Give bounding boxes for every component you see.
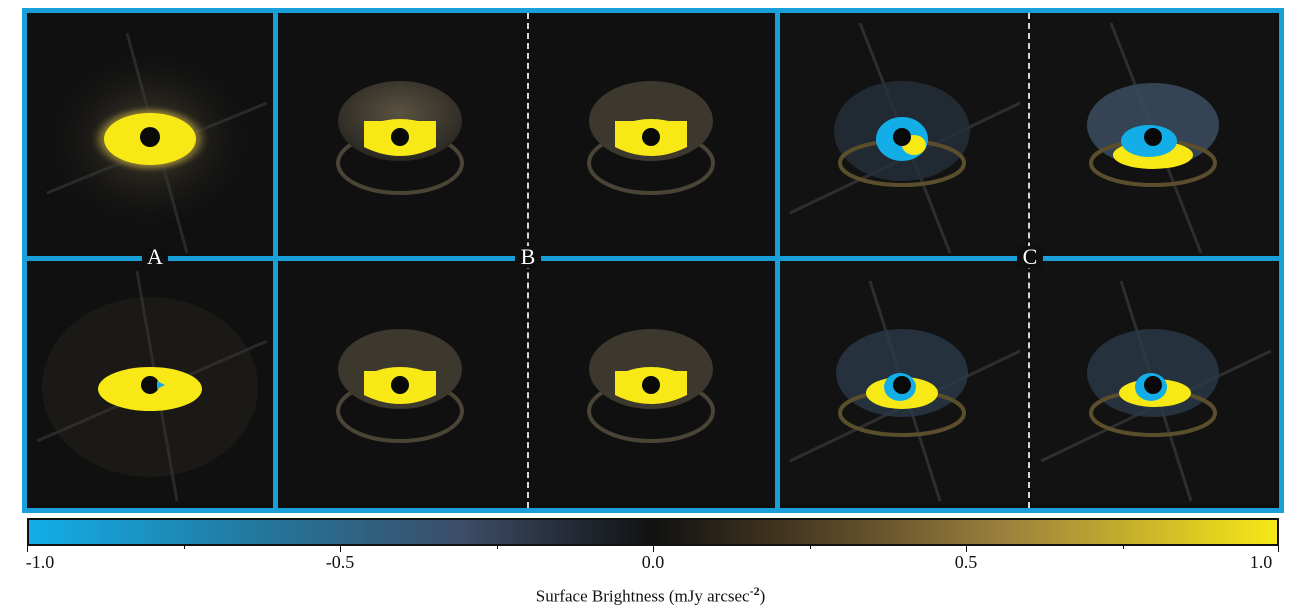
star-mask-icon xyxy=(140,127,160,147)
colorbar xyxy=(27,518,1279,546)
row-separator xyxy=(27,256,1279,261)
panel-observed-r2 xyxy=(27,261,273,504)
star-mask-icon xyxy=(1144,128,1162,146)
group-label-b: B xyxy=(515,246,541,268)
star-mask-icon xyxy=(1144,376,1162,394)
panel-residual-r2-b xyxy=(1031,261,1277,504)
colorbar-minor-tick xyxy=(497,544,498,549)
group-separator-a-b xyxy=(273,13,278,508)
colorbar-tick-label: 0.5 xyxy=(926,552,1006,572)
panel-residual-r2-a xyxy=(780,261,1026,504)
colorbar-tick-label: 0.0 xyxy=(613,552,693,572)
star-mask-icon xyxy=(141,376,159,394)
figure-grid: A B C xyxy=(22,8,1284,513)
panel-model-r2-b xyxy=(529,261,775,504)
colorbar-tick xyxy=(27,544,28,552)
panel-observed-r1 xyxy=(27,13,273,256)
panel-model-r2-a xyxy=(278,261,524,504)
colorbar-axis-label: Surface Brightness (mJy arcsec-2) xyxy=(0,580,1301,608)
colorbar-minor-tick xyxy=(184,544,185,549)
colorbar-label-exponent: -2 xyxy=(750,584,760,598)
colorbar-minor-tick xyxy=(1123,544,1124,549)
star-mask-icon xyxy=(642,376,660,394)
colorbar-label-text: Surface Brightness (mJy arcsec xyxy=(536,587,750,606)
panel-residual-r1-a xyxy=(780,13,1026,256)
colorbar-tick-label: -0.5 xyxy=(300,552,380,572)
colorbar-tick xyxy=(1278,544,1279,552)
colorbar-minor-tick xyxy=(810,544,811,549)
group-label-a: A xyxy=(142,246,168,268)
star-mask-icon xyxy=(893,376,911,394)
star-mask-icon xyxy=(893,128,911,146)
colorbar-tick-label: 1.0 xyxy=(1221,552,1301,572)
colorbar-tick xyxy=(966,544,967,552)
group-separator-b-c xyxy=(775,13,780,508)
colorbar-tick xyxy=(653,544,654,552)
panel-residual-r1-b xyxy=(1031,13,1277,256)
group-label-c: C xyxy=(1017,246,1043,268)
colorbar-tick-label: -1.0 xyxy=(0,552,80,572)
colorbar-label-close: ) xyxy=(760,587,766,606)
colorbar-tick xyxy=(340,544,341,552)
panel-model-r1-b xyxy=(529,13,775,256)
star-mask-icon xyxy=(391,128,409,146)
panel-model-r1-a xyxy=(278,13,524,256)
star-mask-icon xyxy=(391,376,409,394)
star-mask-icon xyxy=(642,128,660,146)
